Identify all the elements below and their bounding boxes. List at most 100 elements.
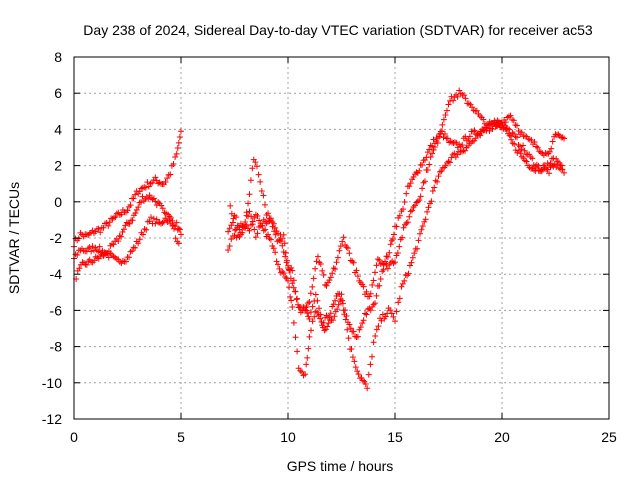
data-point: [376, 282, 383, 289]
data-point: [443, 107, 450, 114]
data-point: [294, 348, 301, 355]
data-point: [431, 143, 438, 150]
data-point: [272, 224, 279, 231]
data-point: [273, 258, 280, 265]
y-tick-label: 0: [54, 194, 62, 210]
data-point: [376, 257, 383, 264]
data-point: [411, 202, 418, 209]
data-point: [242, 225, 249, 232]
data-point: [304, 310, 311, 317]
data-point: [526, 151, 533, 158]
data-point: [342, 307, 349, 314]
data-point: [170, 161, 177, 168]
data-point: [354, 273, 361, 280]
data-point: [458, 148, 465, 155]
data-point: [251, 226, 258, 233]
data-point: [303, 361, 310, 368]
data-point: [253, 163, 260, 170]
data-point: [314, 297, 321, 304]
data-point: [148, 214, 155, 221]
data-point: [441, 130, 448, 137]
data-point: [327, 310, 334, 317]
data-point: [110, 241, 117, 248]
data-point: [302, 371, 309, 378]
series-trace-a: [71, 128, 184, 250]
data-point: [348, 345, 355, 352]
data-point: [558, 162, 565, 169]
data-point: [138, 199, 145, 206]
data-point: [444, 135, 451, 142]
data-point: [315, 312, 322, 319]
data-point: [135, 240, 142, 247]
data-point: [357, 324, 364, 331]
data-point: [427, 142, 434, 149]
data-point: [287, 275, 294, 282]
data-point: [426, 146, 433, 153]
series-trace-c: [73, 192, 182, 282]
data-point: [466, 133, 473, 140]
data-point: [260, 192, 267, 199]
data-point: [276, 265, 283, 272]
x-tick-label: 10: [280, 429, 296, 445]
data-point: [553, 164, 560, 171]
data-point: [116, 232, 123, 239]
data-point: [126, 254, 133, 261]
data-point: [305, 313, 312, 320]
data-point: [387, 307, 394, 314]
data-point: [308, 309, 315, 316]
data-point: [511, 141, 518, 148]
data-point: [393, 223, 400, 230]
data-point: [127, 248, 134, 255]
data-point: [173, 219, 180, 226]
data-point: [118, 233, 125, 240]
data-point: [166, 217, 173, 224]
data-point: [362, 310, 369, 317]
data-point: [424, 167, 431, 174]
data-point: [303, 303, 310, 310]
data-point: [167, 171, 174, 178]
data-point: [85, 245, 92, 252]
data-point: [338, 291, 345, 298]
data-point: [354, 368, 361, 375]
data-point: [399, 234, 406, 241]
data-point: [429, 188, 436, 195]
x-tick-labels: 0 5 10 15 20 25: [70, 429, 617, 445]
data-point: [388, 310, 395, 317]
data-point: [277, 238, 284, 245]
data-point: [239, 229, 246, 236]
data-point: [287, 293, 294, 300]
data-point: [341, 311, 348, 318]
data-point: [127, 202, 134, 209]
data-point: [334, 254, 341, 261]
data-point: [403, 190, 410, 197]
data-point: [261, 201, 268, 208]
data-point: [360, 317, 367, 324]
data-point: [372, 300, 379, 307]
data-point: [400, 224, 407, 231]
data-point: [518, 129, 525, 136]
data-point: [392, 259, 398, 266]
data-point: [74, 251, 81, 258]
data-point: [135, 204, 142, 211]
data-point: [153, 216, 160, 223]
data-point: [283, 259, 290, 266]
data-point: [267, 215, 274, 222]
data-point: [265, 210, 272, 217]
data-point: [435, 173, 442, 180]
data-point: [507, 112, 514, 119]
data-point: [349, 354, 356, 361]
data-point: [437, 128, 444, 135]
data-point: [140, 231, 147, 238]
data-point: [436, 133, 443, 140]
data-point: [171, 225, 178, 232]
data-point: [390, 231, 397, 238]
data-point: [556, 133, 563, 140]
data-point: [370, 277, 377, 284]
data-point: [143, 226, 150, 233]
data-point: [454, 144, 461, 151]
data-point: [89, 243, 96, 250]
data-point: [407, 208, 414, 215]
data-point: [316, 305, 323, 312]
data-point: [118, 211, 125, 218]
data-point: [267, 236, 274, 243]
